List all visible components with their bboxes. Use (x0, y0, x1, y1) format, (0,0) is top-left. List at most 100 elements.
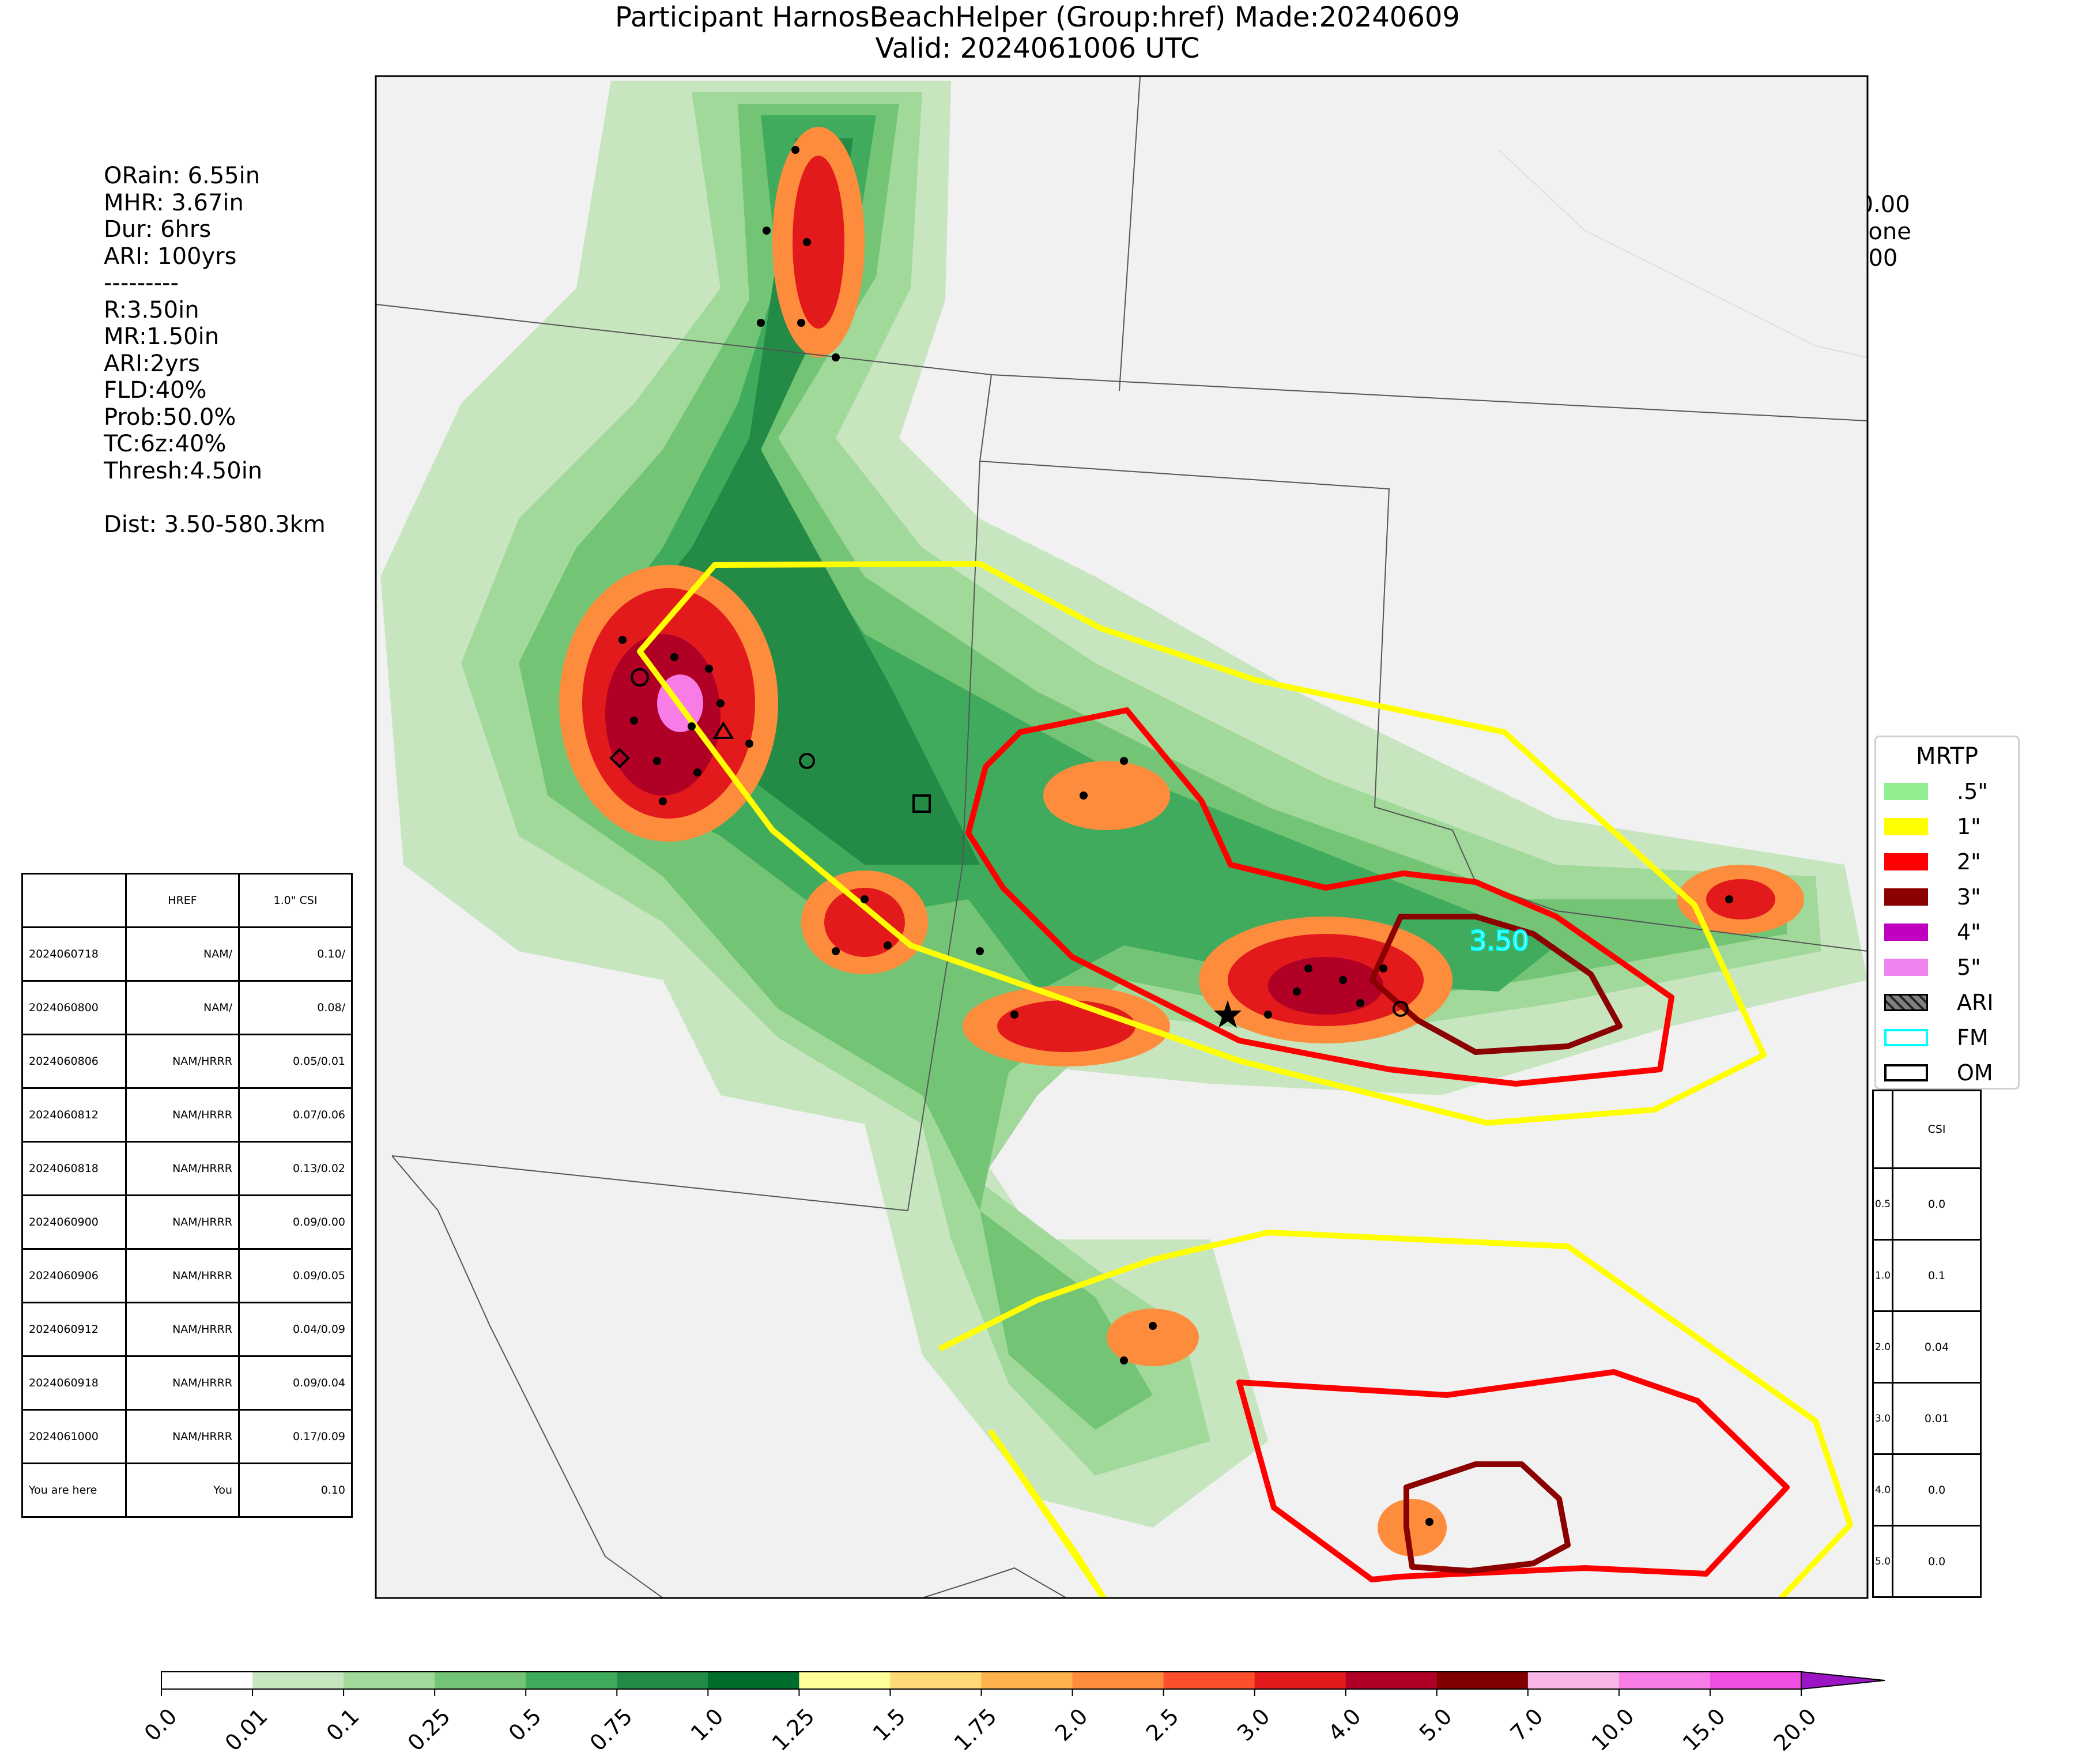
table-cell: 0.0 (1892, 1453, 1982, 1526)
table-cell: 2024060900 (21, 1194, 127, 1250)
map-value-label: 3.50 (1470, 925, 1529, 956)
table-cell: NAM/HRRR (125, 1248, 240, 1303)
table-cell: 2024060812 (21, 1087, 127, 1143)
table-cell: 0.10 (238, 1463, 353, 1518)
station-dot (688, 722, 696, 730)
table-cell: NAM/HRRR (125, 1034, 240, 1089)
stat-line: Prob:50.0% (104, 404, 236, 431)
colorbar-segment (344, 1672, 435, 1689)
colorbar-segment (1072, 1672, 1164, 1689)
table-row: 3.0 0.01 (1872, 1382, 1982, 1455)
plot-title-line2: Valid: 2024061006 UTC (875, 32, 1200, 65)
square-marker (912, 794, 931, 813)
stat-line: TC:6z:40% (104, 431, 227, 457)
table-row: 2.0 0.04 (1872, 1310, 1982, 1384)
station-dot (693, 768, 701, 777)
legend-swatch (1884, 853, 1928, 870)
colorbar-segment (161, 1672, 253, 1689)
table-cell: 2024060806 (21, 1034, 127, 1089)
table-row: 2024060806 NAM/HRRR 0.05/0.01 (21, 1034, 353, 1089)
table-cell: NAM/ (125, 926, 240, 982)
table-cell: 3.0 (1872, 1382, 1894, 1455)
station-dot (1120, 1356, 1128, 1365)
table-row: You are here You 0.10 (21, 1463, 353, 1518)
colorbar-segment (799, 1672, 891, 1689)
table-cell: You are here (21, 1463, 127, 1518)
table-cell: 2.0 (1872, 1310, 1894, 1384)
station-dot (791, 146, 799, 154)
legend-swatch (1884, 888, 1928, 906)
station-dot (1149, 1322, 1157, 1330)
table-cell: 4.0 (1872, 1453, 1894, 1526)
table-header-cell (21, 873, 127, 928)
legend-swatch (1884, 994, 1928, 1011)
station-dot (1120, 757, 1128, 765)
legend-title: MRTP (1916, 743, 1978, 770)
table-row: 2024060906 NAM/HRRR 0.09/0.05 (21, 1248, 353, 1303)
table-cell: 0.13/0.02 (238, 1141, 353, 1196)
table-row: 2024060812 NAM/HRRR 0.07/0.06 (21, 1087, 353, 1143)
station-dot (1339, 976, 1347, 984)
table-row: 1.0 0.1 (1872, 1239, 1982, 1312)
table-cell: 0.0 (1892, 1525, 1982, 1598)
circle-marker (1393, 1001, 1409, 1017)
table-cell: 0.09/0.04 (238, 1355, 353, 1411)
table-cell: NAM/ (125, 980, 240, 1035)
triangle-marker (712, 721, 734, 739)
table-cell: 0.04 (1892, 1310, 1982, 1384)
legend-label: ARI (1957, 990, 1994, 1015)
legend-swatch (1884, 1064, 1928, 1081)
table-cell: 2024060912 (21, 1302, 127, 1357)
observation-dots (618, 146, 1733, 1526)
table-header-cell: 1.0" CSI (238, 873, 353, 928)
station-dot (757, 319, 765, 327)
stat-line: Dur: 6hrs (104, 216, 212, 243)
legend-label: 1" (1957, 814, 1981, 839)
table-row: 4.0 0.0 (1872, 1453, 1982, 1526)
table-row: 2024060718 NAM/0.10/ (21, 926, 353, 982)
colorbar-segment (1436, 1672, 1529, 1689)
table-cell: 2024060818 (21, 1141, 127, 1196)
table-cell: 0.05/0.01 (238, 1034, 353, 1089)
mrtp-legend: MRTP .5" 1" 2" 3" 4" 5" ARI FM OM (1874, 736, 2020, 1090)
contour-2in-south (1236, 1369, 1790, 1582)
observation-markers (609, 668, 1409, 1028)
href-comparison-table: HREF 1.0" CSI 2024060718 NAM/0.10/2024060… (21, 873, 353, 1518)
station-dot (1293, 987, 1301, 996)
stat-line: --------- (104, 270, 179, 296)
table-cell: NAM/HRRR (125, 1302, 240, 1357)
contour-3in-south (1404, 1461, 1571, 1574)
stat-line: MR:1.50in (104, 323, 220, 350)
colorbar-segment (1618, 1672, 1711, 1689)
station-dot (745, 740, 753, 748)
table-cell: 2024060718 (21, 926, 127, 982)
table-cell: NAM/HRRR (125, 1141, 240, 1196)
colorbar-segment (1254, 1672, 1346, 1689)
table-cell: 0.04/0.09 (238, 1302, 353, 1357)
station-dot (1379, 964, 1387, 973)
colorbar-segment (252, 1672, 344, 1689)
table-row: 5.0 0.0 (1872, 1525, 1982, 1598)
station-dot (861, 895, 869, 903)
colorbar-segment (1163, 1672, 1255, 1689)
table-cell: 0.09/0.05 (238, 1248, 353, 1303)
colorbar-segment (708, 1672, 799, 1689)
stat-line: MHR: 3.67in (104, 189, 244, 216)
station-dot (763, 227, 771, 235)
legend-swatch (1884, 1029, 1928, 1046)
legend-swatch (1884, 924, 1928, 941)
station-dot (803, 238, 811, 246)
table-row: 0.5 0.0 (1872, 1167, 1982, 1241)
plot-title-line1: Participant HarnosBeachHelper (Group:hre… (615, 1, 1460, 33)
state-borders (376, 76, 1867, 1598)
table-cell: 2024060906 (21, 1248, 127, 1303)
contour-2in-north (965, 707, 1674, 1087)
colorbar-segment (617, 1672, 708, 1689)
station-dot (1304, 964, 1312, 973)
table-cell: 0.01 (1892, 1382, 1982, 1455)
table-row: 2024061000 NAM/HRRR 0.17/0.09 (21, 1409, 353, 1464)
station-dot (716, 699, 725, 707)
colorbar-segment (1345, 1672, 1438, 1689)
stat-line: ARI: 100yrs (104, 243, 237, 270)
